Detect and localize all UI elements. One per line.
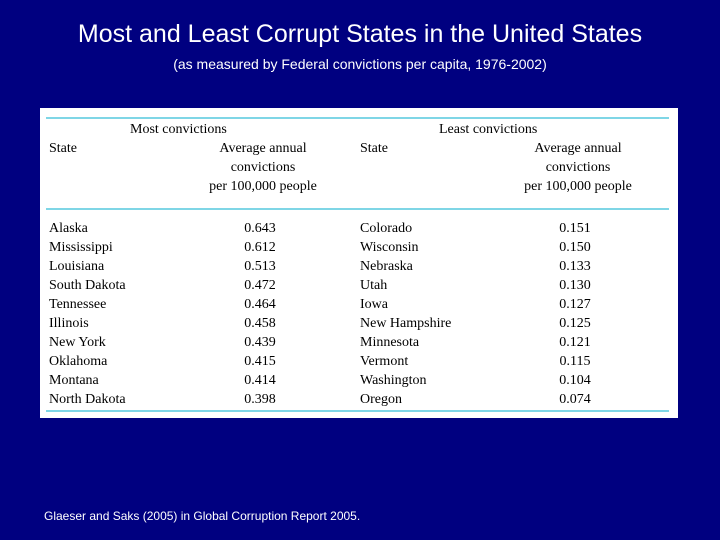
table-cell: Minnesota [360, 335, 420, 350]
table-cell: 0.121 [559, 335, 591, 350]
table-cell: Iowa [360, 297, 388, 312]
table-cell: 0.150 [559, 240, 591, 255]
table-cell: New Hampshire [360, 316, 452, 331]
table-cell: Illinois [49, 316, 89, 331]
table-cell: 0.439 [244, 335, 276, 350]
least-rate-header: Average annual convictions per 100,000 p… [524, 141, 632, 194]
source-citation: Glaeser and Saks (2005) in Global Corrup… [44, 509, 361, 523]
table-cell: Colorado [360, 221, 413, 236]
table-cell: 0.464 [244, 297, 276, 312]
least-states-column: Colorado Wisconsin Nebraska Utah Iowa Ne… [360, 219, 451, 409]
table-cell: Nebraska [360, 259, 413, 274]
table-top-rule [46, 117, 669, 119]
table-cell: 0.398 [244, 392, 276, 407]
table-bottom-rule [46, 410, 669, 412]
table-cell: 0.104 [559, 373, 591, 388]
table-cell: 0.612 [244, 240, 276, 255]
table-cell: 0.643 [244, 221, 276, 236]
table-cell: Oregon [360, 392, 402, 407]
table-cell: Utah [360, 278, 388, 293]
table-cell: 0.125 [559, 316, 591, 331]
table-cell: Tennessee [49, 297, 107, 312]
least-convictions-label: Least convictions [439, 122, 538, 137]
table-cell: South Dakota [49, 278, 126, 293]
most-states-column: Alaska Mississippi Louisiana South Dakot… [49, 219, 126, 409]
slide-title: Most and Least Corrupt States in the Uni… [77, 20, 643, 48]
table-cell: Alaska [49, 221, 88, 236]
most-rates-column: 0.643 0.612 0.513 0.472 0.464 0.458 0.43… [230, 219, 290, 409]
table-header-rule [46, 208, 669, 210]
table-cell: 0.513 [244, 259, 276, 274]
table-cell: Mississippi [49, 240, 113, 255]
table-cell: 0.151 [559, 221, 591, 236]
table-cell: 0.458 [244, 316, 276, 331]
table-cell: Wisconsin [360, 240, 419, 255]
most-convictions-label: Most convictions [130, 122, 227, 137]
table-cell: Montana [49, 373, 99, 388]
least-state-header: State [360, 141, 388, 156]
table-cell: New York [49, 335, 106, 350]
table-cell: 0.133 [559, 259, 591, 274]
table-cell: 0.415 [244, 354, 276, 369]
table-cell: Washington [360, 373, 427, 388]
table-cell: 0.130 [559, 278, 591, 293]
most-rate-header: Average annual convictions per 100,000 p… [209, 141, 317, 194]
table-cell: 0.414 [244, 373, 276, 388]
table-cell: Louisiana [49, 259, 105, 274]
table-cell: 0.127 [559, 297, 591, 312]
least-rates-column: 0.151 0.150 0.133 0.130 0.127 0.125 0.12… [545, 219, 605, 409]
table-cell: 0.074 [559, 392, 591, 407]
slide-subtitle: (as measured by Federal convictions per … [173, 56, 547, 72]
table-cell: 0.115 [559, 354, 591, 369]
table-cell: Vermont [360, 354, 409, 369]
table-cell: North Dakota [49, 392, 126, 407]
most-state-header: State [49, 141, 77, 156]
table-cell: 0.472 [244, 278, 276, 293]
table-cell: Oklahoma [49, 354, 108, 369]
convictions-table: Most convictions Least convictions State… [40, 108, 678, 418]
